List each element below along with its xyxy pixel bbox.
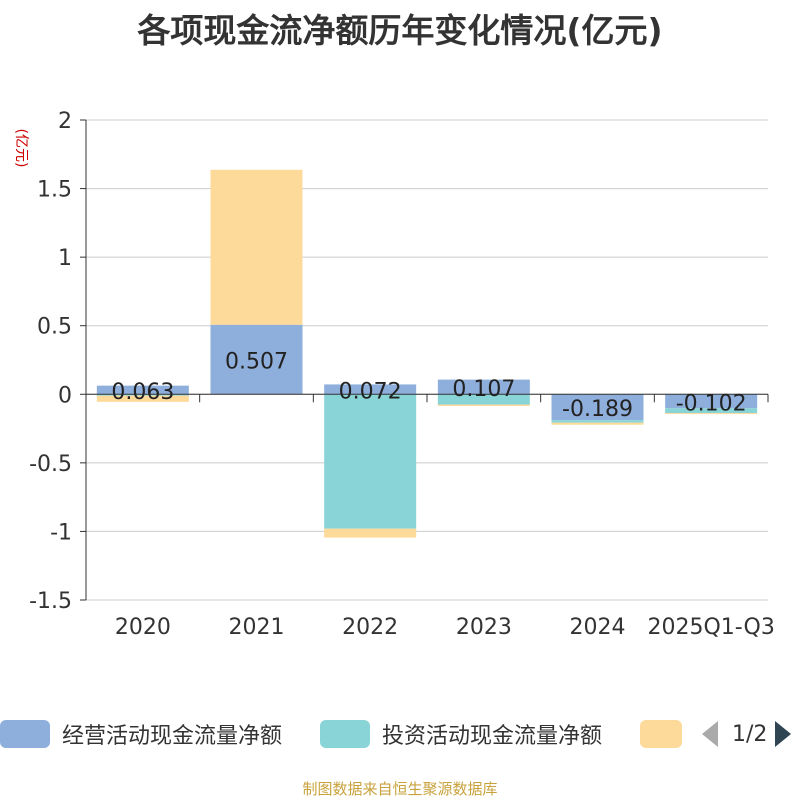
bar-investing bbox=[437, 394, 530, 405]
legend-pager: 1/2 bbox=[702, 712, 792, 756]
y-tick-label: 2 bbox=[58, 109, 72, 134]
data-source-note: 制图数据来自恒生聚源数据库 bbox=[302, 780, 498, 798]
data-label: 0.063 bbox=[111, 380, 174, 405]
chart-title: 各项现金流净额历年变化情况(亿元) bbox=[137, 11, 663, 50]
bar-operating bbox=[324, 384, 417, 395]
bar-investing bbox=[551, 420, 644, 423]
x-tick-label: 2022 bbox=[342, 615, 398, 640]
bar-operating bbox=[210, 324, 303, 395]
data-label: 0.107 bbox=[452, 377, 515, 402]
legend-item-investing[interactable]: 投资活动现金流量净额 bbox=[320, 712, 602, 756]
legend-prev-icon[interactable] bbox=[702, 721, 718, 747]
bar-operating bbox=[96, 385, 189, 395]
bar-operating bbox=[437, 379, 530, 395]
y-tick-label: 0.5 bbox=[37, 315, 72, 340]
legend-label-investing: 投资活动现金流量净额 bbox=[382, 724, 603, 749]
legend: 经营活动现金流量净额 投资活动现金流量净额 bbox=[0, 712, 800, 756]
data-label: 0.072 bbox=[339, 379, 402, 404]
legend-next-icon[interactable] bbox=[775, 721, 792, 747]
x-tick-label: 2023 bbox=[456, 615, 512, 640]
data-label: -0.189 bbox=[562, 397, 633, 422]
x-tick-label: 2024 bbox=[570, 615, 626, 640]
chart-plot: 2 1.5 1 0.5 0 -0.5 -1 -1.5 2020 2021 2022 2023 2024 2… bbox=[29, 109, 775, 640]
bar-investing bbox=[324, 394, 417, 529]
bar-financing bbox=[665, 413, 758, 415]
x-tick-label: 2021 bbox=[229, 615, 285, 640]
legend-item-operating[interactable]: 经营活动现金流量净额 bbox=[0, 712, 282, 756]
bar-financing bbox=[96, 395, 189, 402]
bar-financing bbox=[551, 422, 644, 425]
data-label: 0.507 bbox=[225, 350, 288, 375]
y-tick-label: 1 bbox=[58, 246, 72, 271]
bar-investing bbox=[665, 408, 758, 414]
y-tick-label: 1.5 bbox=[37, 178, 72, 203]
bar-financing bbox=[210, 169, 303, 325]
bar-operating bbox=[665, 394, 758, 409]
y-tick-label: 0 bbox=[58, 383, 72, 408]
bar-financing bbox=[324, 528, 417, 538]
legend-swatch-investing bbox=[320, 720, 370, 748]
bar-investing bbox=[96, 394, 189, 396]
legend-swatch-financing bbox=[640, 720, 682, 748]
y-tick-label: -1 bbox=[50, 520, 72, 545]
y-tick-label: -1.5 bbox=[29, 589, 72, 614]
legend-page-indicator: 1/2 bbox=[732, 721, 768, 747]
data-label: -0.102 bbox=[676, 391, 747, 416]
bar-operating bbox=[551, 394, 644, 421]
x-tick-label: 2025Q1-Q3 bbox=[647, 615, 774, 640]
bar-financing bbox=[437, 404, 530, 406]
x-tick-label: 2020 bbox=[115, 615, 171, 640]
legend-label-operating: 经营活动现金流量净额 bbox=[62, 724, 283, 749]
legend-swatch-operating bbox=[0, 720, 50, 748]
legend-item-financing[interactable] bbox=[640, 712, 682, 756]
y-tick-label: -0.5 bbox=[29, 452, 72, 477]
